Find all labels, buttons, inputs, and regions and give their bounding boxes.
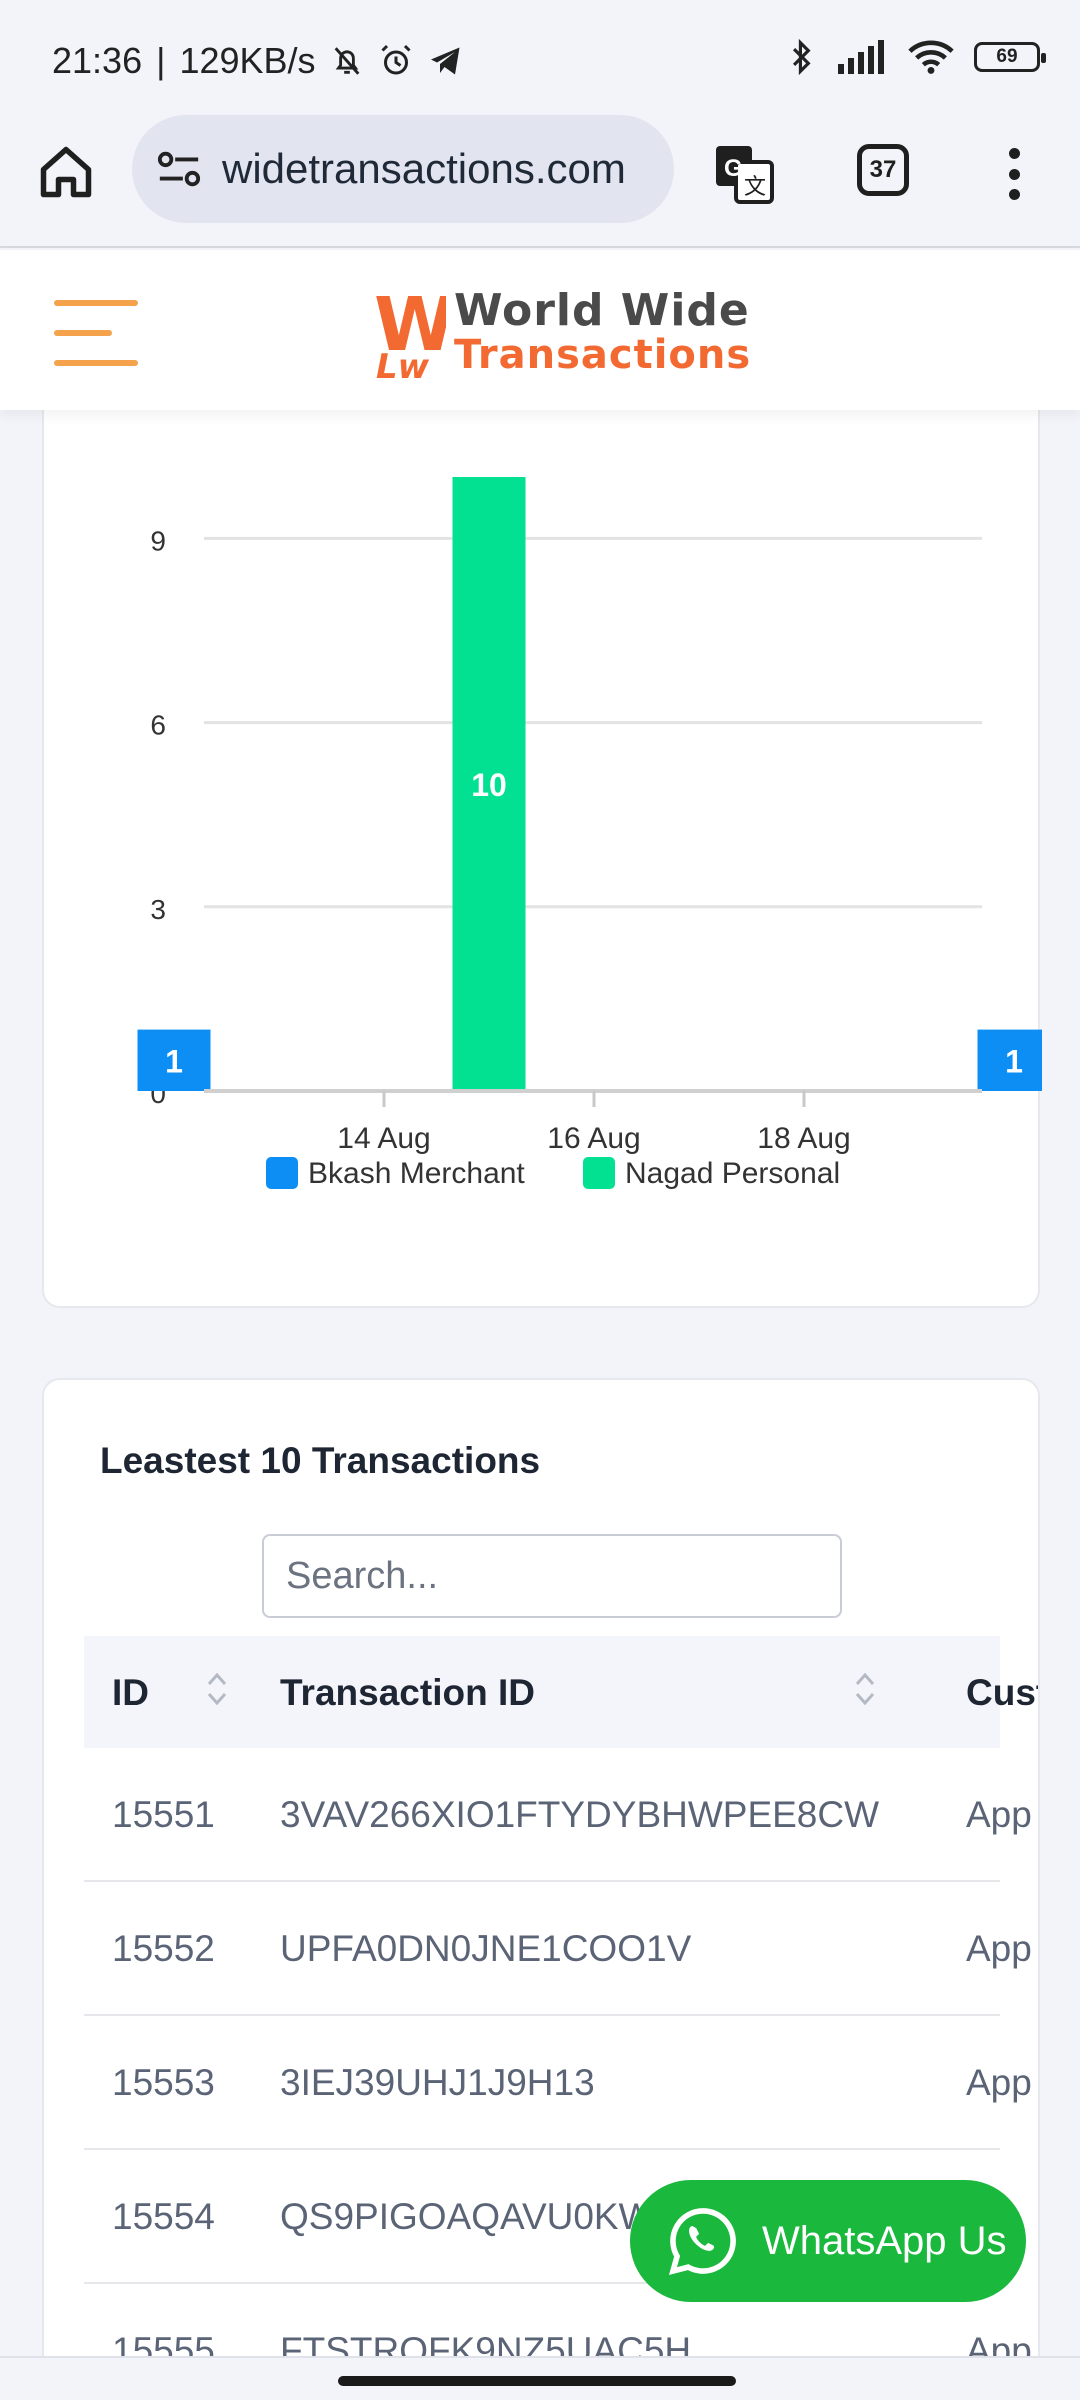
table-row[interactable]: 15551 3VAV266XIO1FTYDYBHWPEE8CW App: [84, 1748, 1032, 1882]
tabs-button[interactable]: 37: [857, 144, 909, 196]
battery-indicator: 69: [974, 42, 1046, 72]
cell-id: 15552: [112, 1928, 215, 1969]
status-speed: 129KB/s: [179, 40, 316, 81]
y-tick-label: 9: [150, 525, 166, 556]
translate-icon: G文: [716, 146, 774, 204]
cell-transaction-id: UPFA0DN0JNE1COO1V: [280, 1928, 692, 1969]
sort-icon[interactable]: [204, 1666, 230, 1712]
site-logo[interactable]: W Lw World Wide Transactions: [374, 284, 751, 380]
svg-text:Lw: Lw: [376, 347, 430, 380]
whatsapp-icon: [668, 2208, 736, 2275]
transactions-title: Leastest 10 Transactions: [100, 1440, 541, 1481]
svg-text:W: W: [374, 284, 446, 368]
signal-icon: [838, 40, 884, 74]
table-row[interactable]: 15553 3IEJ39UHJ1J9H13 App: [84, 2016, 1032, 2150]
bar: [452, 477, 526, 1091]
data-label: 10: [471, 767, 507, 803]
x-tick-label: 18 Aug: [757, 1122, 850, 1155]
column-header-id[interactable]: ID: [112, 1672, 149, 1713]
cell-id: 15553: [112, 2062, 215, 2103]
system-nav-bar: [0, 2356, 1080, 2400]
legend-swatch: [266, 1157, 298, 1189]
logo-line2: Transactions: [454, 332, 752, 378]
status-bar: 21:36 | 129KB/s 69: [0, 0, 1080, 112]
svg-text:文: 文: [744, 174, 766, 199]
cell-customer: App: [966, 1928, 1032, 1969]
home-button[interactable]: [36, 142, 96, 202]
cell-transaction-id: 3IEJ39UHJ1J9H13: [280, 2062, 595, 2103]
status-left: 21:36 | 129KB/s: [52, 40, 464, 82]
cell-customer: App: [966, 2062, 1032, 2103]
address-bar[interactable]: widetransactions.com: [132, 115, 674, 223]
browser-menu-button[interactable]: [1000, 142, 1028, 206]
bluetooth-icon: [792, 38, 811, 76]
column-header-customer[interactable]: Cust: [966, 1672, 1038, 1713]
legend-label: Bkash Merchant: [308, 1157, 525, 1190]
search-input[interactable]: [262, 1534, 842, 1618]
table-row[interactable]: 15554 QS9PIGOAQAVU0KW: [84, 2150, 1000, 2284]
telegram-icon: [430, 47, 460, 75]
cell-transaction-id: QS9PIGOAQAVU0KW: [280, 2196, 654, 2237]
sort-icon[interactable]: [852, 1666, 878, 1712]
hamburger-menu-icon[interactable]: [54, 300, 140, 366]
wifi-icon: [908, 40, 954, 74]
column-header-transaction-id[interactable]: Transaction ID: [280, 1672, 535, 1713]
table-header: ID Transaction ID Cust: [84, 1636, 1038, 1748]
status-time: 21:36: [52, 40, 143, 81]
cell-id: 15551: [112, 1794, 215, 1835]
data-label: 1: [165, 1043, 183, 1079]
url-text: widetransactions.com: [222, 145, 626, 192]
legend-label: Nagad Personal: [625, 1157, 840, 1190]
status-right: 69: [788, 38, 1046, 76]
logo-mark: W Lw: [374, 284, 446, 380]
data-label: 1: [1005, 1043, 1023, 1079]
cell-customer: App: [966, 1794, 1032, 1835]
y-tick-label: 3: [150, 894, 166, 925]
whatsapp-button[interactable]: WhatsApp Us: [630, 2180, 1026, 2302]
table-row[interactable]: 15552 UPFA0DN0JNE1COO1V App: [84, 1882, 1032, 2016]
x-tick-label: 14 Aug: [337, 1122, 430, 1155]
legend-swatch: [583, 1157, 615, 1189]
whatsapp-label: WhatsApp Us: [762, 2218, 1007, 2263]
home-icon: [40, 146, 92, 198]
x-tick-label: 16 Aug: [547, 1122, 640, 1155]
transactions-table: ID Transaction ID Cust 15551 3VAV266XIO1…: [84, 1636, 1038, 2400]
svg-text:G: G: [724, 155, 743, 182]
site-header: W Lw World Wide Transactions: [0, 250, 1080, 410]
alarm-icon: [380, 44, 411, 75]
cell-id: 15554: [112, 2196, 215, 2237]
bar: [137, 1029, 211, 1091]
cell-transaction-id: 3VAV266XIO1FTYDYBHWPEE8CW: [280, 1794, 880, 1835]
logo-line1: World Wide: [454, 285, 750, 336]
home-gesture-handle[interactable]: [338, 2376, 736, 2386]
bell-off-icon: [334, 47, 359, 75]
y-tick-label: 6: [150, 710, 166, 741]
site-settings-icon[interactable]: [156, 149, 202, 189]
chart-card: 0 3 6 9 1 1 10 14 Aug 16 Aug 18 Aug Bkash Merchant…: [42, 380, 1042, 1308]
bar: [977, 1029, 1042, 1091]
